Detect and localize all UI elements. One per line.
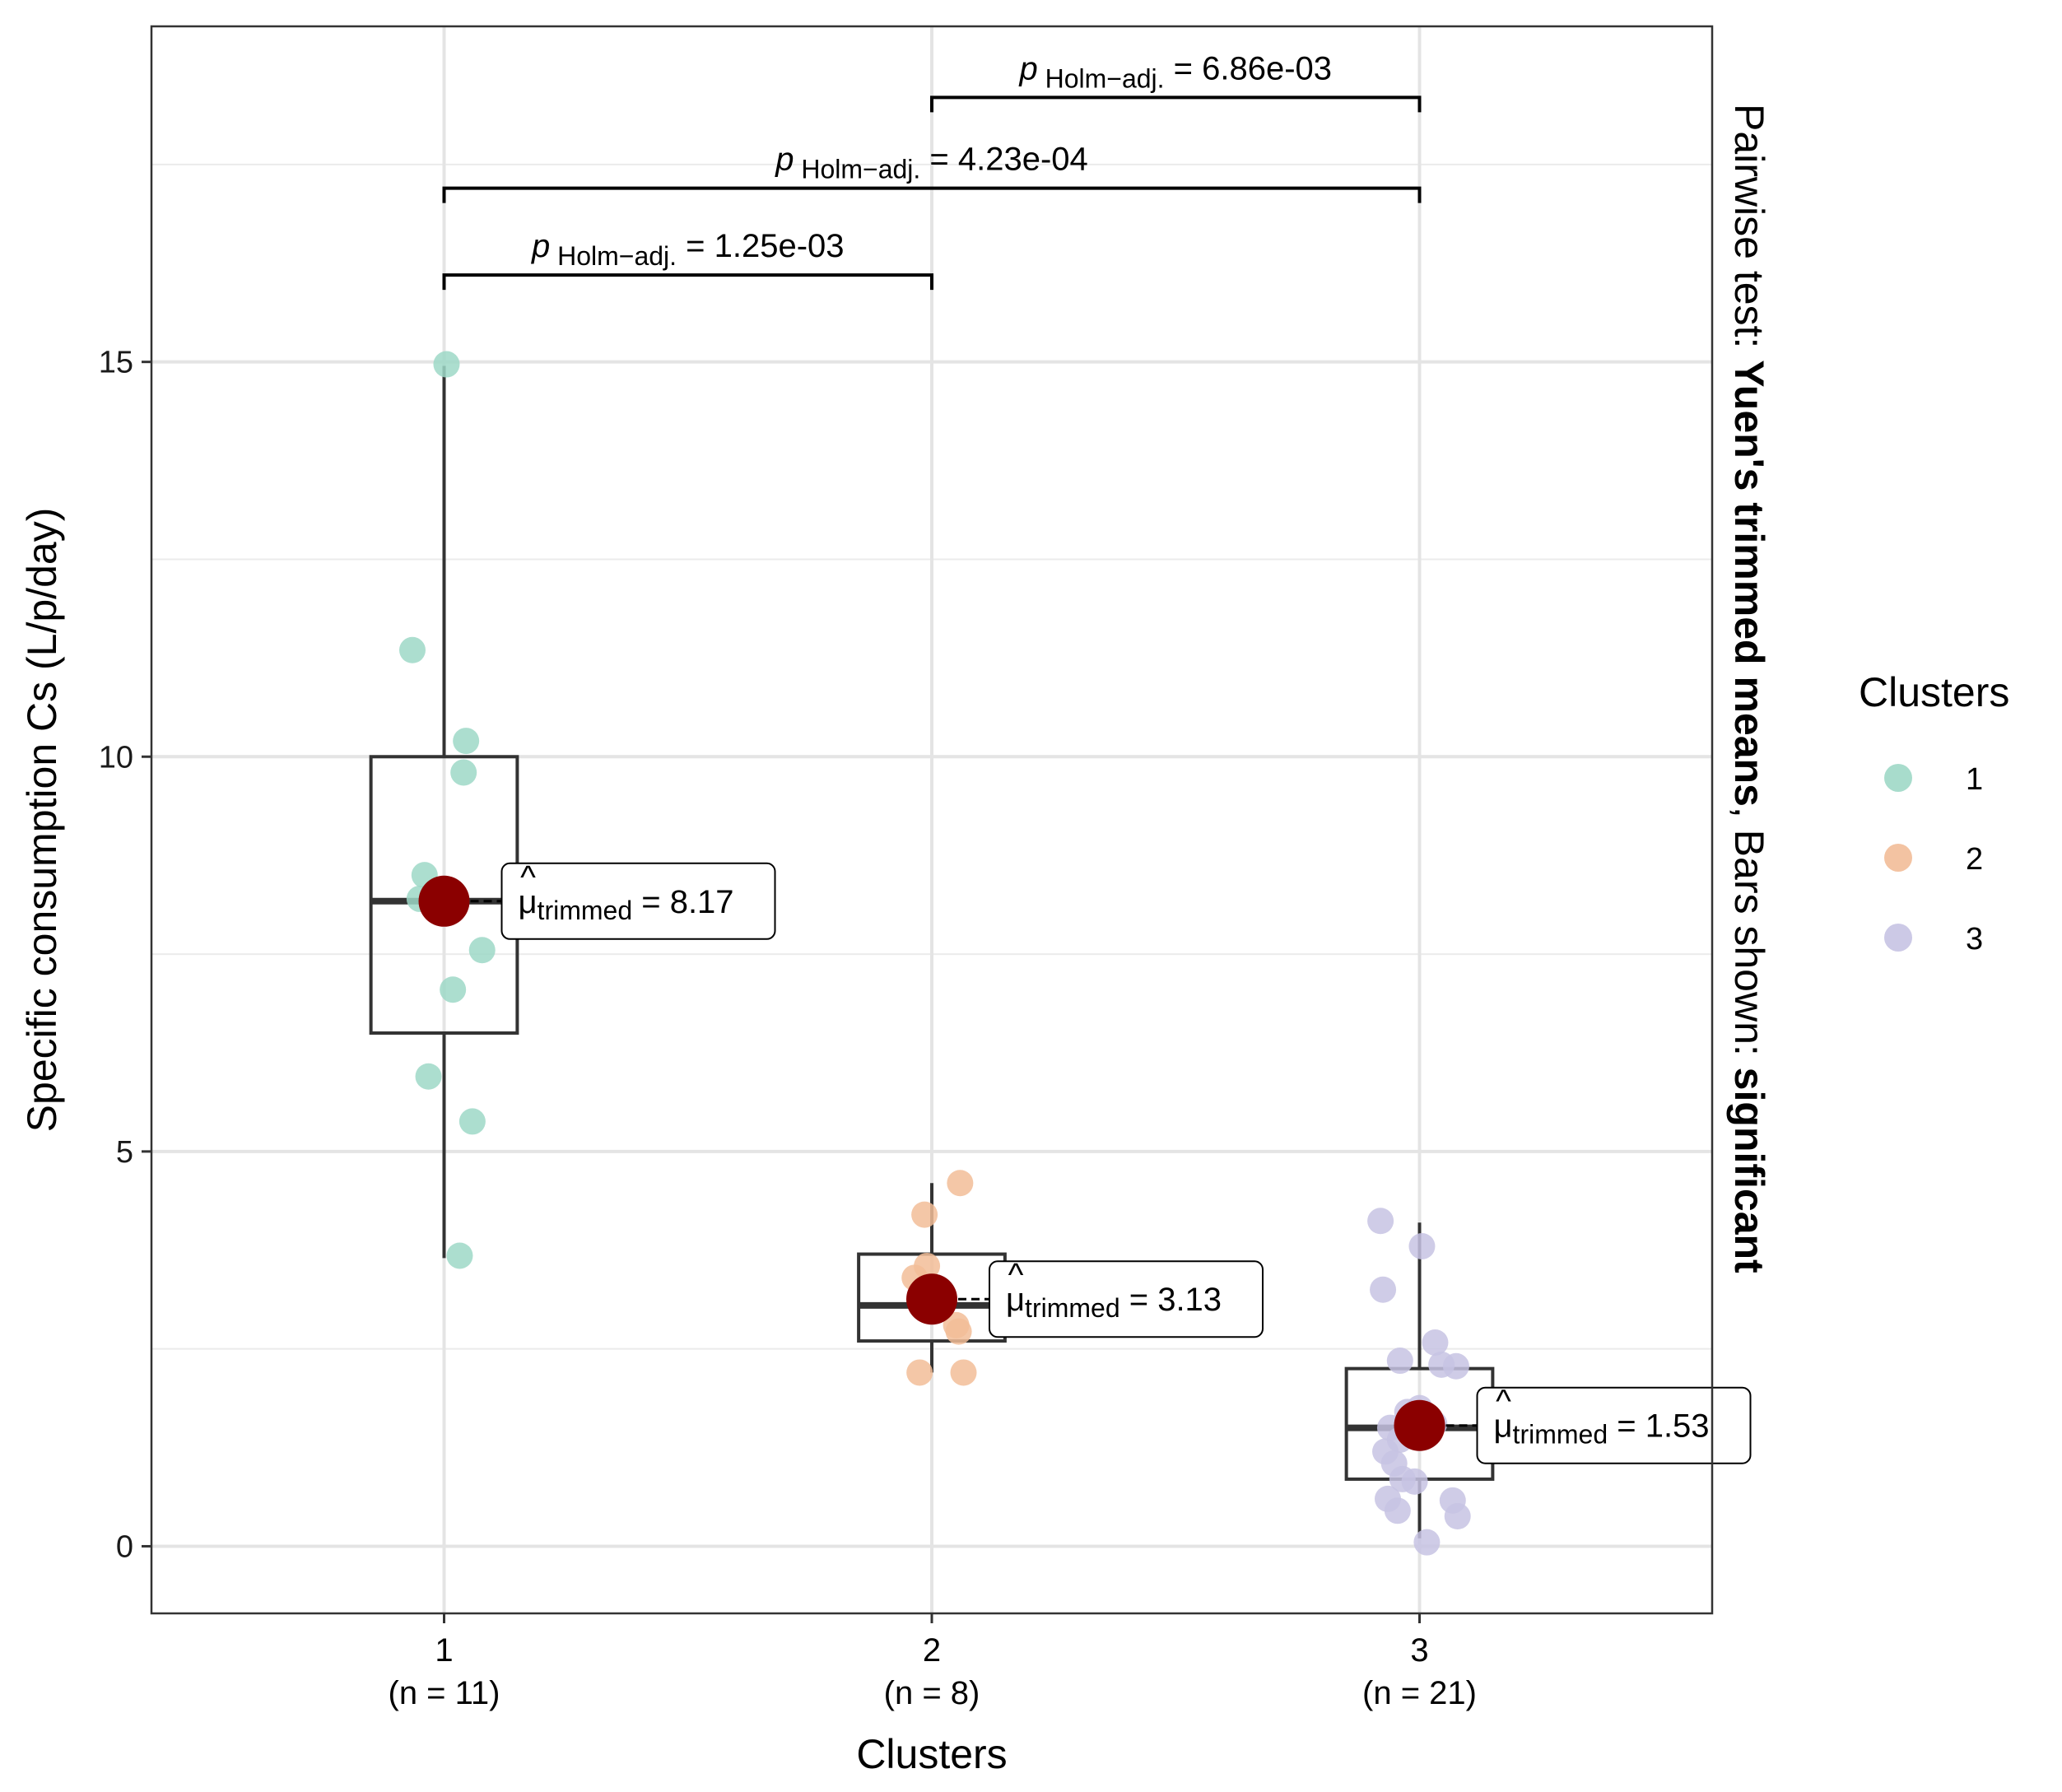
- data-point: [458, 1108, 486, 1135]
- p-subscript: Holm−adj.: [1038, 63, 1165, 93]
- side-title: Pairwise test: Yuen's trimmed means, Bar…: [1726, 104, 1772, 1273]
- x-tick-sublabel: (n = 21): [1362, 1675, 1477, 1711]
- data-point: [1444, 1503, 1471, 1530]
- trimmed-mean-point: [906, 1273, 957, 1325]
- x-tick-label: 2: [923, 1632, 941, 1669]
- bracket-line: [442, 273, 933, 291]
- mu-symbol: μ: [1006, 1282, 1025, 1318]
- data-point: [1408, 1232, 1436, 1259]
- legend-label: 3: [1966, 922, 1983, 957]
- p-value: = 1.25e-03: [677, 228, 845, 264]
- x-tick-label: 3: [1410, 1632, 1428, 1669]
- data-point: [1367, 1208, 1394, 1235]
- data-point: [1386, 1347, 1413, 1375]
- data-point: [914, 1252, 941, 1279]
- bracket-label: p Holm−adj. = 4.23e-04: [775, 142, 1088, 184]
- mean-value: = 8.17: [632, 884, 733, 920]
- mean-value: = 1.53: [1608, 1408, 1709, 1445]
- data-point: [440, 976, 467, 1003]
- legend-label: 1: [1966, 762, 1983, 797]
- x-axis-title: Clusters: [856, 1731, 1007, 1777]
- data-point: [906, 1359, 933, 1386]
- mean-label-box: [989, 1260, 1264, 1338]
- legend: Clusters 1 2 3: [1859, 669, 2009, 957]
- bracket-label: p Holm−adj. = 6.86e-03: [1018, 50, 1332, 93]
- mu-hat: ^: [1008, 1257, 1024, 1293]
- p-subscript: Holm−adj.: [794, 155, 920, 184]
- mu-subscript: trimmed: [538, 896, 633, 925]
- mu-hat: ^: [520, 859, 536, 896]
- mean-label-text: μtrimmed = 1.53: [1494, 1408, 1710, 1450]
- axes: 0 5 10 15 1 (n = 11) 2 (n = 8) 3 (n = 21) Clusters…: [19, 346, 1477, 1777]
- trimmed-mean-point: [1394, 1399, 1445, 1451]
- bracket-line: [442, 186, 1422, 203]
- data-point: [453, 728, 480, 755]
- mean-value: = 3.13: [1120, 1282, 1222, 1318]
- side-title-prefix: Pairwise test:: [1726, 104, 1772, 360]
- y-tick-label: 0: [116, 1529, 133, 1564]
- data-point: [433, 351, 460, 378]
- data-point: [446, 1242, 473, 1269]
- y-axis-title: Specific consumption Cs (L/p/day): [19, 508, 65, 1133]
- p-symbol: p: [775, 142, 794, 178]
- side-title-middle: , Bars shown:: [1726, 807, 1772, 1068]
- data-point: [1370, 1276, 1397, 1303]
- data-point: [1413, 1529, 1441, 1556]
- mean-label-box: [500, 862, 776, 940]
- y-tick-label: 10: [99, 740, 133, 775]
- bracket-label: p Holm−adj. = 1.25e-03: [531, 228, 845, 271]
- data-point: [468, 937, 496, 964]
- data-point: [947, 1170, 974, 1197]
- data-point: [911, 1201, 938, 1228]
- data-point: [450, 759, 477, 786]
- mu-subscript: trimmed: [1513, 1420, 1608, 1450]
- p-subscript: Holm−adj.: [550, 241, 677, 271]
- x-tick-sublabel: (n = 11): [389, 1675, 500, 1711]
- data-point: [1442, 1352, 1469, 1380]
- data-point: [1422, 1329, 1449, 1356]
- bracket-line: [930, 95, 1422, 113]
- p-symbol: p: [1018, 50, 1037, 86]
- y-tick-label: 5: [116, 1135, 133, 1170]
- legend-swatch: [1884, 764, 1912, 792]
- data-point: [398, 636, 426, 663]
- mean-label-text: μtrimmed = 8.17: [519, 884, 734, 925]
- data-point: [1401, 1468, 1428, 1495]
- p-value: = 6.86e-03: [1165, 50, 1333, 86]
- trimmed-mean-point: [418, 875, 470, 927]
- mu-subscript: trimmed: [1025, 1293, 1120, 1323]
- mean-label-text: μtrimmed = 3.13: [1006, 1282, 1222, 1323]
- x-tick-label: 1: [435, 1632, 453, 1669]
- mean-label-box: [1476, 1386, 1752, 1464]
- x-tick-sublabel: (n = 8): [884, 1675, 980, 1711]
- p-value: = 4.23e-04: [920, 142, 1088, 178]
- legend-swatch: [1884, 924, 1912, 952]
- significance-brackets: p Holm−adj. = 1.25e-03p Holm−adj. = 4.23…: [442, 50, 1422, 291]
- data-point: [1384, 1497, 1411, 1524]
- legend-swatch: [1884, 844, 1912, 872]
- legend-title: Clusters: [1859, 669, 2009, 715]
- side-title-significance: significant: [1726, 1068, 1772, 1273]
- trimmed-means: ^μtrimmed = 8.17^μtrimmed = 3.13^μtrimme…: [418, 859, 1752, 1464]
- p-symbol: p: [531, 228, 550, 264]
- legend-label: 2: [1966, 842, 1983, 877]
- data-point: [415, 1063, 442, 1090]
- side-title-text: Pairwise test: Yuen's trimmed means, Bar…: [1726, 104, 1772, 1273]
- mu-symbol: μ: [1494, 1408, 1513, 1445]
- side-title-test-name: Yuen's trimmed means: [1726, 360, 1772, 807]
- y-tick-label: 15: [99, 346, 133, 380]
- data-point: [945, 1318, 972, 1345]
- mu-symbol: μ: [519, 884, 538, 920]
- data-point: [950, 1359, 977, 1386]
- mu-hat: ^: [1496, 1384, 1511, 1420]
